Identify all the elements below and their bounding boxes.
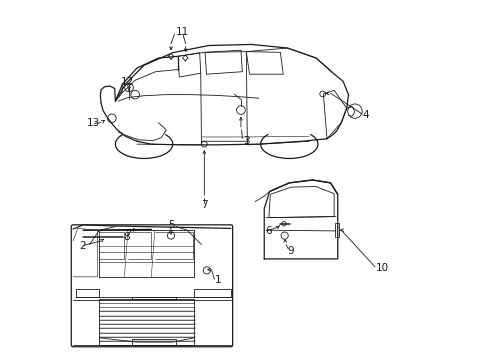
Text: 4: 4 (362, 110, 369, 120)
Text: 13: 13 (86, 118, 100, 128)
Text: 5: 5 (168, 220, 175, 230)
Text: 7: 7 (201, 200, 208, 210)
Bar (334, 223, 339, 237)
Text: 3: 3 (242, 136, 249, 145)
Text: 9: 9 (287, 246, 294, 256)
Text: 8: 8 (123, 232, 130, 242)
Text: 12: 12 (121, 77, 134, 87)
Text: 6: 6 (265, 226, 271, 236)
Text: 11: 11 (175, 27, 188, 37)
Text: 2: 2 (79, 241, 85, 251)
Text: 10: 10 (375, 262, 388, 273)
Text: 1: 1 (215, 275, 221, 285)
